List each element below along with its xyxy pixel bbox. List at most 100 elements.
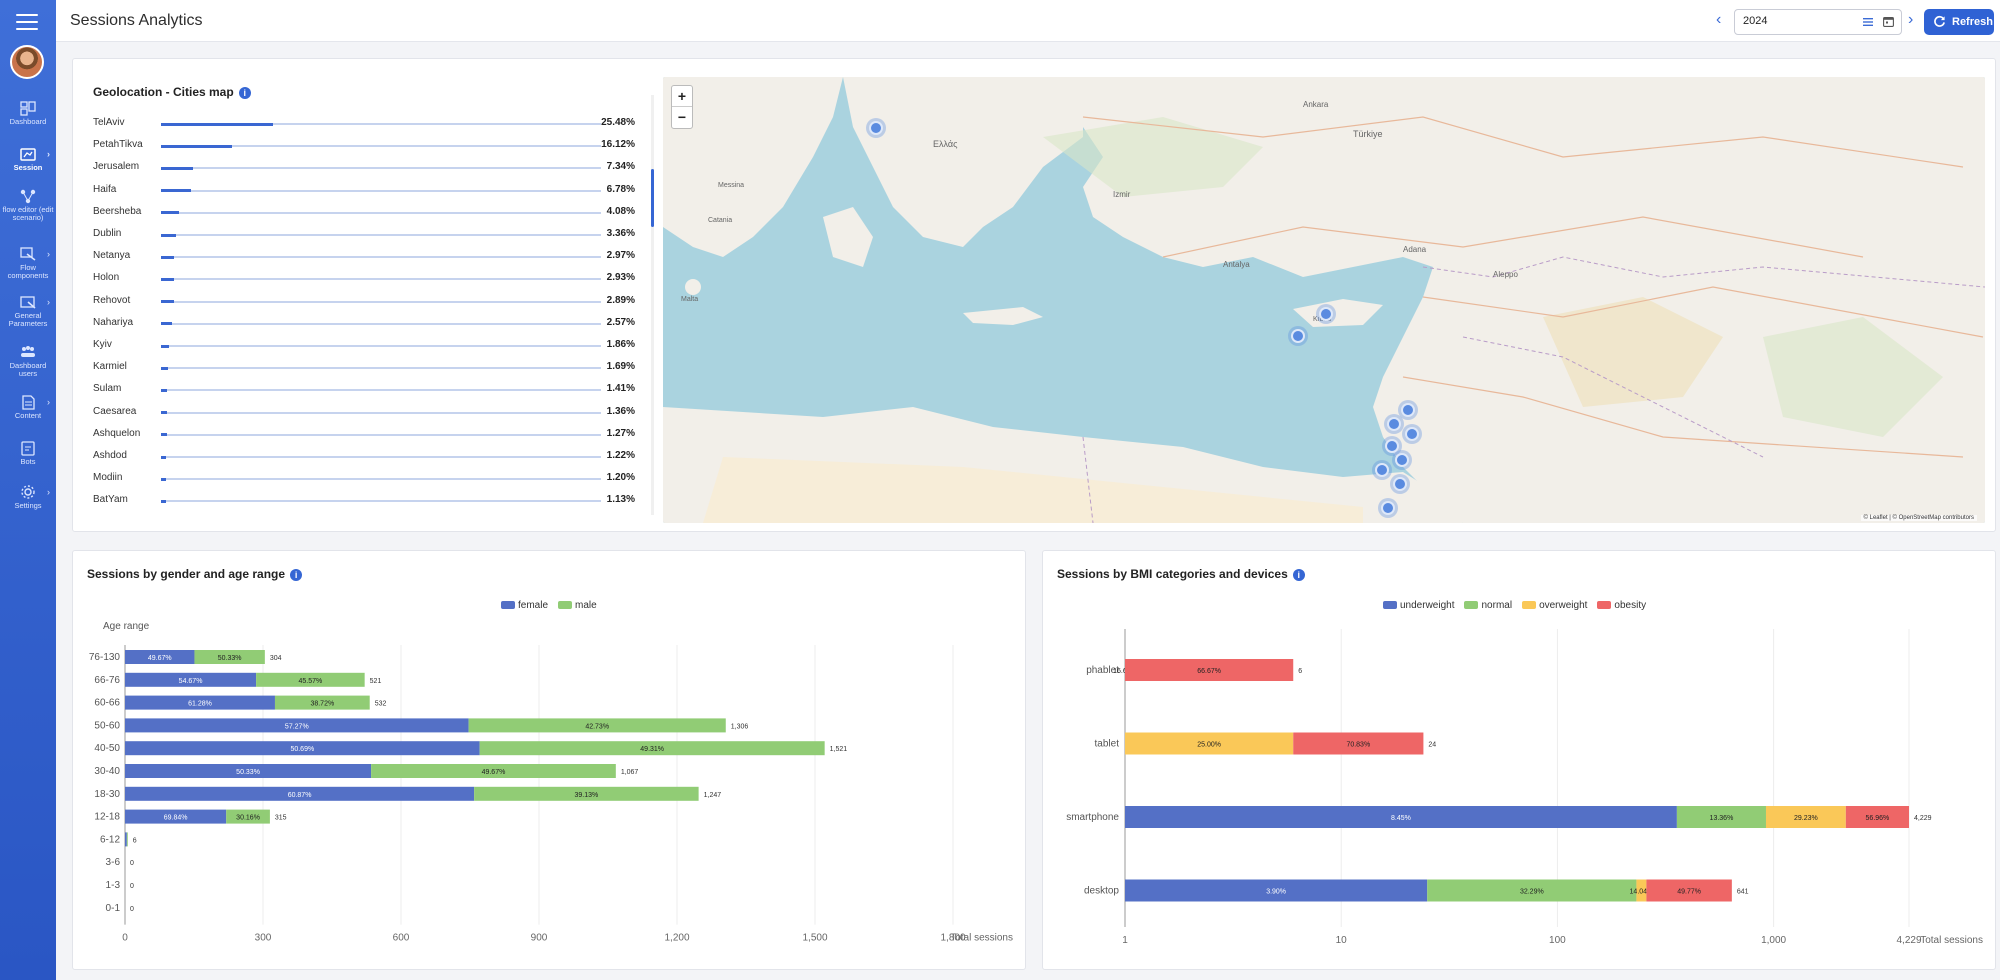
bar-male[interactable]: [226, 809, 270, 824]
sidebar-item-settings[interactable]: Settings ›: [0, 484, 56, 510]
sidebar-item-dashboard[interactable]: Dashboard: [0, 100, 56, 126]
year-input[interactable]: [1743, 15, 1843, 27]
bar-male[interactable]: [256, 672, 365, 687]
legend-item-obesity[interactable]: obesity: [1597, 600, 1646, 611]
bar-overweight[interactable]: [1125, 732, 1294, 755]
info-icon[interactable]: i: [1292, 569, 1305, 581]
cities-map[interactable]: Ελλάς Türkiye Ankara Izmir Antalya Adana…: [663, 77, 1985, 523]
bar-male[interactable]: [371, 764, 616, 778]
bar-data-label: 45.57%: [299, 678, 323, 685]
map-attribution[interactable]: © Leaflet | © OpenStreetMap contributors: [1860, 515, 1977, 521]
legend-item-female[interactable]: female: [501, 600, 548, 611]
bar-normal[interactable]: [1427, 879, 1637, 902]
info-icon[interactable]: i: [290, 569, 303, 581]
sidebar-item-session[interactable]: Session ›: [0, 146, 56, 172]
map-cluster-marker[interactable]: [1393, 477, 1407, 491]
refresh-button[interactable]: Refresh: [1924, 9, 1994, 35]
city-list-scrollbar[interactable]: [651, 95, 654, 515]
bar-data-label: 25.00%: [1197, 742, 1221, 749]
city-name: TelAviv: [93, 117, 125, 128]
bar-normal[interactable]: [1676, 806, 1766, 828]
map-label: Adana: [1403, 245, 1427, 254]
x-tick-label: 1,200: [664, 933, 689, 944]
map-cluster-marker[interactable]: [1387, 417, 1401, 431]
city-bar-fill: [161, 499, 166, 503]
y-axis-label: Age range: [103, 621, 150, 632]
sidebar-item-general-parameters[interactable]: General Parameters ›: [0, 294, 56, 328]
bar-female[interactable]: [125, 672, 257, 687]
bar-overweight[interactable]: [1765, 806, 1846, 828]
sidebar-item-dashboard-users[interactable]: Dashboard users: [0, 344, 56, 378]
bar-obesity[interactable]: [1646, 879, 1732, 902]
bar-female[interactable]: [125, 650, 195, 664]
city-list[interactable]: TelAviv 25.48% PetahTikva 16.12% Jerusalem 7.…: [93, 113, 645, 553]
y-tick-label: 0-1: [106, 903, 121, 914]
bar-overweight[interactable]: [1636, 879, 1647, 902]
city-row: Karmiel 1.69%: [93, 357, 645, 379]
city-bar-track: [161, 322, 601, 326]
bar-female[interactable]: [125, 809, 227, 824]
bar-female[interactable]: [125, 786, 475, 801]
sidebar-item-flow-components[interactable]: Flow components ›: [0, 246, 56, 280]
city-name: Modiin: [93, 472, 123, 484]
city-percentage: 1.41%: [606, 383, 635, 395]
bar-male[interactable]: [194, 650, 265, 664]
bar-male[interactable]: [274, 695, 370, 710]
next-year-chevron-icon[interactable]: ›: [1908, 11, 1914, 28]
map-cluster-marker[interactable]: [869, 121, 883, 135]
city-name: Rehovot: [93, 294, 131, 306]
bar-obesity[interactable]: [1293, 732, 1424, 755]
legend-item-male[interactable]: male: [558, 600, 597, 611]
bar-female[interactable]: [125, 695, 275, 710]
map-cluster-marker[interactable]: [1385, 439, 1399, 453]
dashboard-icon: [20, 101, 36, 116]
sidebar-item-content[interactable]: Content ›: [0, 394, 56, 420]
map-cluster-marker[interactable]: [1381, 501, 1395, 515]
calendar-icon[interactable]: [1883, 16, 1894, 27]
legend-item-normal[interactable]: normal: [1464, 600, 1512, 611]
map-cluster-marker[interactable]: [1291, 329, 1305, 343]
zoom-in-button[interactable]: +: [672, 86, 692, 107]
legend-item-underweight[interactable]: underweight: [1383, 600, 1454, 611]
year-picker[interactable]: [1734, 9, 1902, 35]
bar-female[interactable]: [125, 832, 127, 847]
map-cluster-marker[interactable]: [1375, 463, 1389, 477]
bar-male[interactable]: [468, 718, 726, 733]
bar-male[interactable]: [126, 832, 128, 847]
info-icon[interactable]: i: [238, 87, 251, 99]
bar-data-label: 57.27%: [285, 723, 309, 730]
x-tick-label: 600: [393, 933, 410, 944]
city-list-scrollbar-thumb[interactable]: [651, 169, 654, 227]
bar-male[interactable]: [474, 786, 699, 801]
y-tick-label: 50-60: [94, 720, 120, 731]
map-label: Ankara: [1303, 100, 1329, 109]
bar-underweight[interactable]: [1125, 879, 1428, 902]
sidebar-item-bots[interactable]: Bots: [0, 440, 56, 466]
bar-female[interactable]: [125, 741, 480, 756]
map-cluster-marker[interactable]: [1405, 427, 1419, 441]
previous-year-chevron-icon[interactable]: ‹: [1716, 11, 1722, 28]
bar-underweight[interactable]: [1125, 806, 1677, 828]
city-name: Jerusalem: [93, 161, 140, 173]
legend-item-overweight[interactable]: overweight: [1522, 600, 1587, 611]
map-cluster-marker[interactable]: [1401, 403, 1415, 417]
avatar[interactable]: [10, 45, 44, 79]
list-icon[interactable]: [1863, 17, 1873, 27]
menu-icon[interactable]: [16, 14, 38, 30]
bar-obesity[interactable]: [1845, 806, 1909, 828]
y-tick-label: smartphone: [1066, 812, 1119, 823]
bar-female[interactable]: [125, 718, 469, 733]
flow-components-icon: [20, 247, 36, 261]
bar-obesity[interactable]: [1125, 659, 1294, 681]
map-cluster-marker[interactable]: [1319, 307, 1333, 321]
bar-female[interactable]: [125, 764, 372, 778]
zoom-out-button[interactable]: −: [677, 109, 687, 125]
map-cluster-marker[interactable]: [1395, 453, 1409, 467]
sidebar-item-flow-editor[interactable]: flow editor (edit scenario): [0, 188, 56, 222]
bar-data-label: 3.90%: [1266, 889, 1286, 896]
bar-male[interactable]: [479, 741, 825, 756]
city-row: Jerusalem 7.34%: [93, 157, 645, 179]
city-bar-track: [161, 433, 601, 437]
